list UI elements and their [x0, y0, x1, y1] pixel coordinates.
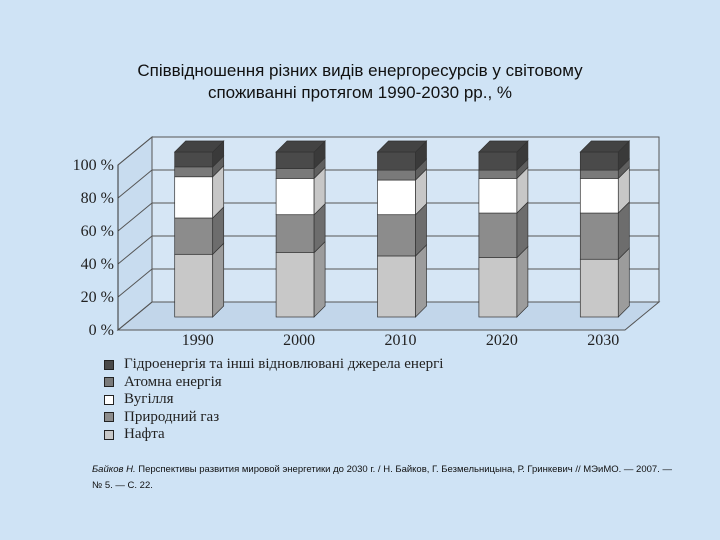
legend-label-hydro: Гідроенергія та інші відновлювані джерел… [124, 356, 444, 373]
bar-2010-гідроенергія-та-інші-відновлювані-джерела-енергі [377, 151, 416, 171]
y-tick-label: 60 % [81, 223, 114, 240]
bar-2000-атомна-енергія [275, 168, 315, 179]
legend-swatch-nuclear [104, 377, 114, 388]
legend-item-gas: Природний газ [104, 409, 443, 427]
bar-2030-гідроенергія-та-інші-відновлювані-джерела-енергі-top [579, 140, 631, 153]
legend-swatch-gas [104, 412, 114, 423]
legend-swatch-oil [104, 429, 114, 440]
source-author: Байков Н. [92, 464, 136, 475]
bar-2010-природний-газ [377, 214, 416, 257]
y-tick-label: 100 % [73, 157, 114, 174]
bar-1990-вугілля [174, 176, 214, 219]
bar-1990-природний-газ [174, 217, 214, 255]
legend-label-nuclear: Атомна енергія [124, 373, 222, 390]
bar-2020-гідроенергія-та-інші-відновлювані-джерела-енергі-top [478, 140, 529, 153]
y-tick-label: 20 % [81, 289, 114, 306]
bar-2030-нафта [579, 258, 619, 318]
legend-label-oil: Нафта [124, 426, 165, 443]
gridline-side [117, 169, 153, 199]
gridline-side [117, 268, 153, 298]
bar-2010-нафта-side [415, 244, 427, 318]
legend-item-coal: Вугілля [104, 391, 443, 409]
bar-2020-гідроенергія-та-інші-відновлювані-джерела-енергі [478, 151, 518, 171]
bar-1990-гідроенергія-та-інші-відновлювані-джерела-енергі [174, 151, 214, 168]
bar-2030-вугілля [579, 178, 619, 214]
x-tick-label: 2030 [587, 332, 619, 349]
x-tick-label: 2020 [486, 332, 518, 349]
side-wall [117, 135, 153, 332]
chart-title-line-1: Співвідношення різних видів енергоресурс… [137, 61, 583, 80]
bar-2020-природний-газ [478, 212, 518, 258]
legend-swatch-coal [104, 394, 114, 405]
source-citation: Байков Н. Перспективы развития мировой э… [92, 462, 682, 494]
legend-item-nuclear: Атомна енергія [104, 374, 443, 392]
y-tick-label: 40 % [81, 256, 114, 273]
bar-2030-нафта-side [617, 247, 630, 318]
x-tick-label: 1990 [182, 332, 214, 349]
source-text: Перспективы развития мировой энергетики … [92, 464, 672, 491]
bar-2000-гідроенергія-та-інші-відновлювані-джерела-енергі [275, 151, 315, 169]
bar-2000-нафта-side [313, 240, 326, 318]
bar-2000-гідроенергія-та-інші-відновлювані-джерела-енергі-top [275, 140, 326, 153]
bar-1990-нафта [174, 253, 214, 318]
bar-2030-гідроенергія-та-інші-відновлювані-джерела-енергі [579, 151, 619, 171]
bar-2010-гідроенергія-та-інші-відновлювані-джерела-енергі-top [376, 140, 428, 153]
gridline-side [117, 301, 153, 331]
x-tick-label: 2000 [283, 332, 315, 349]
bar-2020-вугілля [478, 178, 518, 214]
bar-2000-природний-газ [275, 214, 315, 253]
bar-2020-атомна-енергія [478, 169, 518, 179]
chart-title: Співвідношення різних видів енергоресурс… [40, 60, 680, 104]
bar-2000-нафта [275, 252, 315, 318]
bar-1990-атомна-енергія [174, 166, 214, 178]
bar-1990-гідроенергія-та-інші-відновлювані-джерела-енергі-top [173, 140, 225, 153]
bar-2000-вугілля [275, 178, 315, 216]
legend-label-coal: Вугілля [124, 391, 174, 408]
bar-2030-атомна-енергія [579, 169, 619, 179]
chart-title-line-2: споживанні протягом 1990-2030 рр., % [207, 83, 513, 102]
bar-2010-атомна-енергія [377, 169, 416, 181]
gridline-side [117, 136, 153, 166]
legend-label-gas: Природний газ [124, 408, 220, 425]
y-tick-label: 80 % [81, 190, 114, 207]
bar-2020-нафта [478, 257, 518, 318]
bar-2020-нафта-side [516, 245, 529, 318]
bar-1990-нафта-side [212, 242, 225, 318]
x-tick-label: 2010 [385, 332, 417, 349]
bar-2010-нафта [377, 255, 416, 318]
bar-2030-природний-газ [579, 212, 619, 260]
chart-legend: Гідроенергія та інші відновлювані джерел… [104, 356, 443, 444]
bar-2010-вугілля [377, 179, 416, 216]
legend-swatch-hydro [104, 359, 114, 370]
y-tick-label: 0 % [89, 322, 114, 339]
gridline-side [117, 235, 153, 265]
legend-item-oil: Нафта [104, 426, 443, 444]
gridline-side [117, 202, 153, 232]
legend-item-hydro: Гідроенергія та інші відновлювані джерел… [104, 356, 443, 374]
